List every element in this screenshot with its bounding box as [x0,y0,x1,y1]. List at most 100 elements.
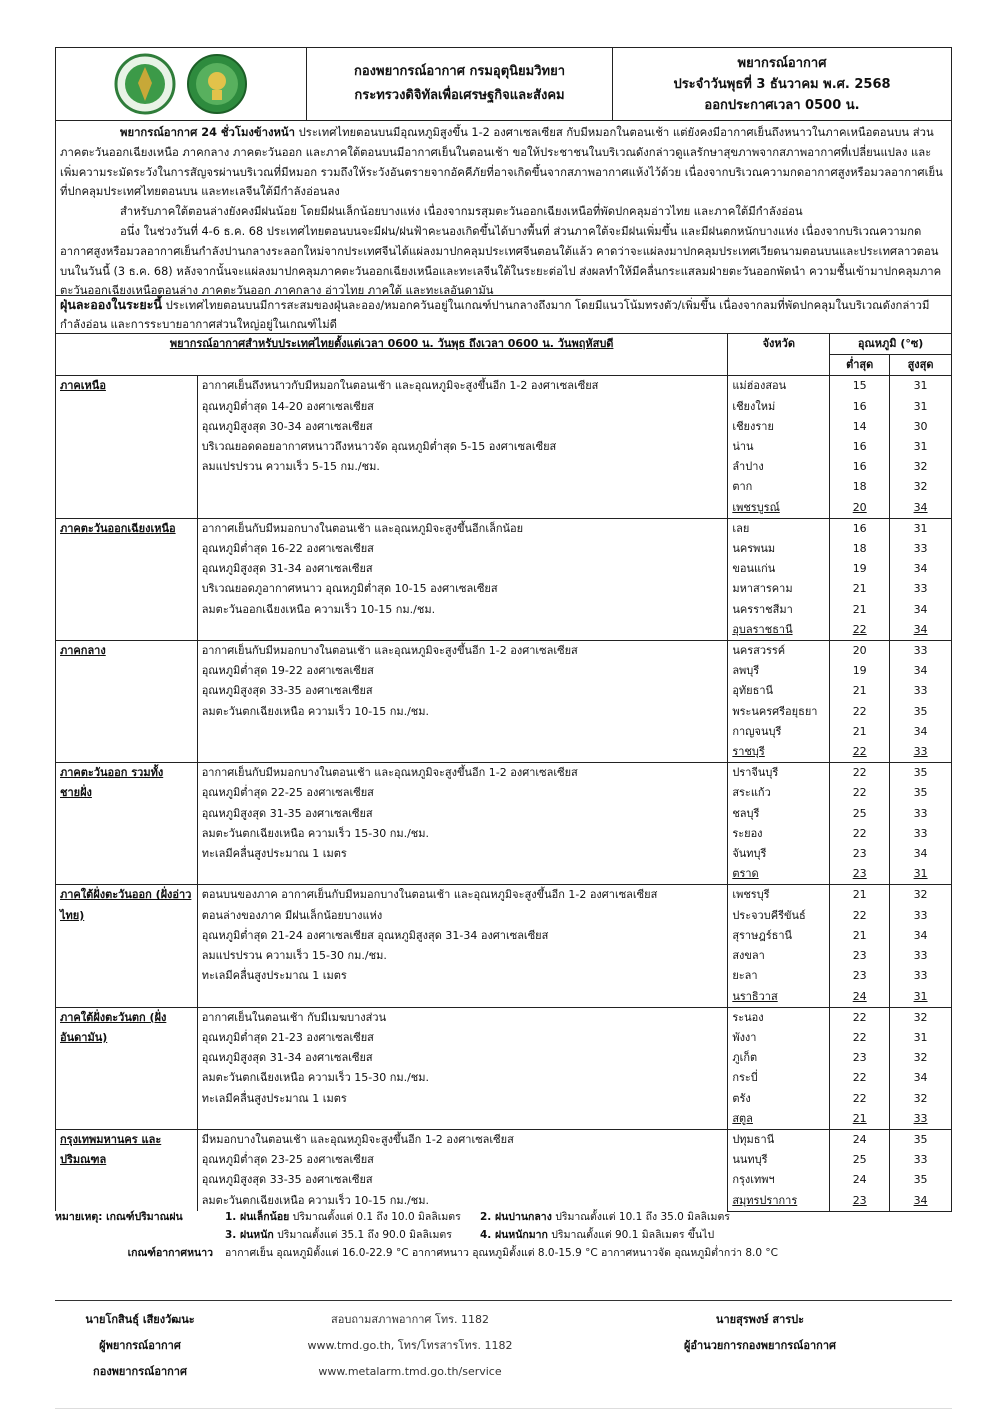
table-row: เชียงราย 14 30 [56,416,952,438]
forecast-line: อุณหภูมิต่ำสุด 16-22 องศาเซลเซียส [201,542,374,556]
table-row: ประจวบคีรีขันธ์ 22 33 [56,905,952,926]
province-name: พระนครศรีอยุธยา [727,701,831,722]
max-temp: 32 [889,884,952,906]
max-temp: 35 [889,1128,952,1151]
region-forecast: อากาศเย็นกับมีหมอกบางในตอนเช้า และอุณหภู… [196,762,729,885]
table-row: สุราษฎร์ธานี 21 34 [56,925,952,947]
min-temp: 24 [829,1170,891,1191]
forecast-line: อุณหภูมิต่ำสุด 14-20 องศาเซลเซียส [201,399,374,413]
min-temp: 19 [829,559,891,580]
max-temp: 33 [889,905,952,926]
province-name: ขอนแก่น [727,559,831,580]
region-forecast: อากาศเย็นในตอนเช้า กับมีเมฆบางส่วน อุณหภู… [196,1006,729,1130]
max-temp: 35 [889,762,952,784]
table-row: ตาก 18 32 [56,477,952,498]
footer: นายโกสินธุ์ เสียงวัฒนะ ผู้พยากรณ์อากาศ ก… [55,1300,952,1378]
forecast-line: อากาศเย็นในตอนเช้า กับมีเมฆบางส่วน [201,1010,387,1024]
table-row: จันทบุรี 23 34 [56,844,952,865]
max-temp: 33 [889,946,952,967]
max-temp: 34 [889,619,952,642]
rain-desc: ปริมาณตั้งแต่ 35.1 ถึง 90.0 มิลลิเมตร [277,1229,452,1241]
min-temp: 16 [829,396,891,417]
max-temp: 31 [889,517,952,540]
province-name: กระบี่ [727,1068,831,1089]
province-name: กาญจนบุรี [727,721,831,743]
table-row: ภาคกลาง อากาศเย็นกับมีหมอกบางในตอนเช้า แล… [55,640,952,763]
min-temp: 25 [829,1150,891,1171]
province-name: พังงา [727,1027,831,1049]
rain-term: 4. ฝนหนักมาก [480,1229,548,1241]
province-name: มหาสารคาม [727,579,831,600]
table-row: มหาสารคาม 21 33 [56,579,952,600]
min-temp: 21 [829,599,891,620]
table-row: สระแก้ว 22 35 [56,783,952,804]
region-forecast: อากาศเย็นกับมีหมอกบางในตอนเช้า และอุณหภู… [196,517,729,641]
province-name: แม่ฮ่องสอน [727,375,831,397]
forecast-line: อากาศเย็นกับมีหมอกบางในตอนเช้า และอุณหภู… [201,644,578,658]
min-temp: 21 [829,1108,891,1130]
province-name: เพชรบูรณ์ [727,497,831,519]
region-name: ภาคตะวันออก รวมทั้งชายฝั่ง [55,762,198,885]
max-temp: 33 [889,1150,952,1171]
table-row: เพชรบูรณ์ 20 34 [56,497,952,519]
notes: หมายเหตุ: เกณฑ์ปริมาณฝน 1. ฝนเล็กน้อย ปร… [55,1208,955,1262]
website-link[interactable]: www.tmd.go.th, โทร/โทรสารโทร. 1182 [307,1339,513,1352]
region-name: ภาคใต้ฝั่งตะวันออก (ฝั่งอ่าวไทย) [55,884,198,1008]
province-name: เชียงราย [727,416,831,438]
region-group: ภาคใต้ฝั่งตะวันออก (ฝั่งอ่าวไทย) ตอนบนของ… [55,884,952,1008]
province-name: นครสวรรค์ [727,640,831,662]
max-temp: 34 [889,661,952,682]
region-name: ภาคใต้ฝั่งตะวันตก (ฝั่งอันดามัน) [55,1006,198,1130]
summary-p2: สำหรับภาคใต้ตอนล่างยังคงมีฝนน้อย โดยมีฝน… [120,205,803,219]
forecast-summary: พยากรณ์อากาศ 24 ชั่วโมงข้างหน้า ประเทศไท… [55,120,952,297]
rain-term: 2. ฝนปานกลาง [480,1211,552,1223]
service-link[interactable]: www.metalarm.tmd.go.th/service [318,1365,502,1378]
table-row: ลำปาง 16 32 [56,457,952,478]
min-temp: 16 [829,437,891,458]
province-name: ชลบุรี [727,803,831,824]
ministry-name: กระทรวงดิจิทัลเพื่อเศรษฐกิจและสังคม [354,88,565,103]
table-row: กรุงเทพมหานคร และปริมณฑล มีหมอกบางในตอนเช… [55,1128,952,1212]
summary-p3: อนึ่ง ในช่วงวันที่ 4-6 ธ.ค. 68 ประเทศไทย… [60,224,942,298]
table-row: ภาคตะวันออก รวมทั้งชายฝั่ง อากาศเย็นกับมี… [55,762,952,885]
table-row: พระนครศรีอยุธยา 22 35 [56,701,952,722]
min-temp: 22 [829,1088,891,1109]
province-name: สตูล [727,1108,831,1130]
temp-header: อุณหภูมิ (°ซ) [829,332,952,356]
min-temp: 18 [829,539,891,560]
table-row: ภาคตะวันออกเฉียงเหนือ อากาศเย็นกับมีหมอกบ… [55,517,952,641]
min-temp: 24 [829,986,891,1008]
province-name: ปทุมธานี [727,1128,831,1151]
min-temp: 21 [829,681,891,702]
forecast-line: ลมตะวันออกเฉียงเหนือ ความเร็ว 10-15 กม./… [201,602,436,616]
max-temp: 33 [889,681,952,702]
table-row: ระยอง 22 33 [56,823,952,845]
min-temp: 22 [829,1027,891,1049]
province-name: ปราจีนบุรี [727,762,831,784]
min-temp: 20 [829,640,891,662]
min-temp: 22 [829,1068,891,1089]
forecaster-title: ผู้พยากรณ์อากาศ [99,1339,181,1352]
table-row: นนทบุรี 25 33 [56,1150,952,1171]
province-name: ระยอง [727,823,831,845]
max-temp: 34 [889,1190,952,1212]
min-temp: 16 [829,457,891,478]
cold-criteria-label: เกณฑ์อากาศหนาว [127,1247,213,1259]
min-temp: 21 [829,579,891,600]
min-temp: 24 [829,1128,891,1151]
min-temp: 21 [829,721,891,743]
max-temp: 33 [889,803,952,824]
min-temp: 23 [829,864,891,886]
forecast-line: อุณหภูมิต่ำสุด 23-25 องศาเซลเซียส [201,1153,374,1167]
province-name: อุทัยธานี [727,681,831,702]
max-temp: 33 [889,1108,952,1130]
forecast-line: อุณหภูมิสูงสุด 31-34 องศาเซลเซียส [201,562,373,576]
min-temp: 21 [829,884,891,906]
table-row: ตรัง 22 32 [56,1088,952,1109]
max-temp: 33 [889,579,952,600]
rain-desc: ปริมาณตั้งแต่ 0.1 ถึง 10.0 มิลลิเมตร [292,1211,461,1223]
forecast-line: ลมตะวันตกเฉียงเหนือ ความเร็ว 10-15 กม./ช… [201,704,430,718]
min-temp: 22 [829,742,891,764]
region-name: ภาคตะวันออกเฉียงเหนือ [55,517,198,641]
